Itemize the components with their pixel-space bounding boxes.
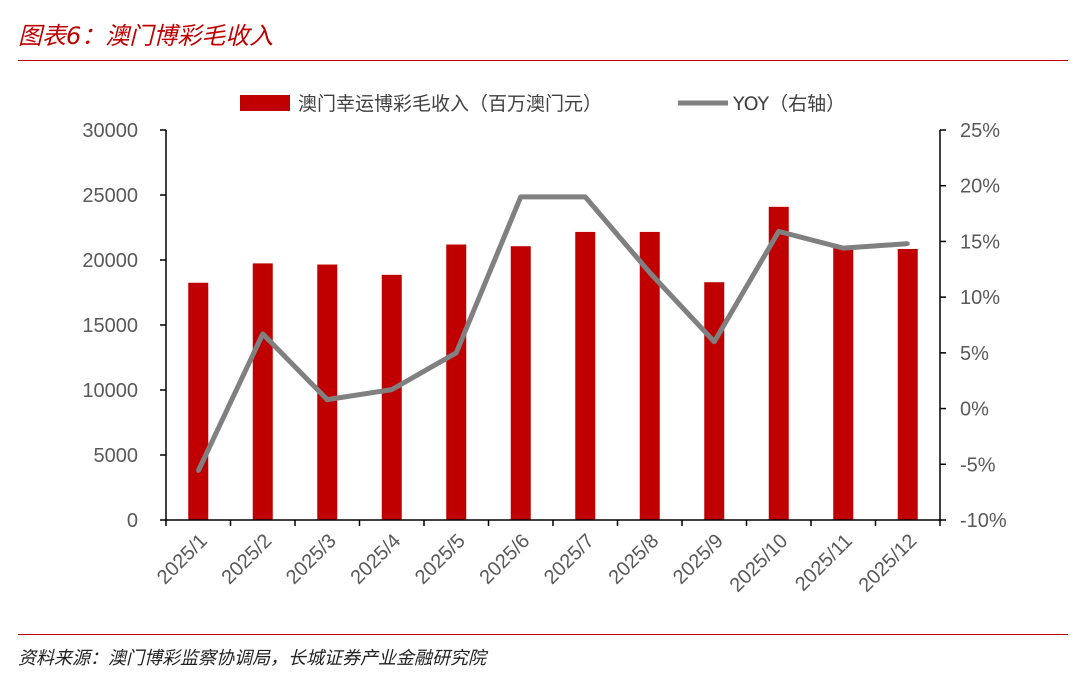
yoy-point bbox=[905, 241, 910, 246]
right-tick-label: 15% bbox=[960, 231, 1000, 253]
yoy-point bbox=[647, 270, 652, 275]
left-axis-ticks: 0 5000 10000 15000 20000 25000 30000 bbox=[82, 120, 166, 532]
x-tick-label: 2025/2 bbox=[217, 530, 276, 589]
bar bbox=[381, 274, 402, 520]
bar bbox=[188, 282, 209, 520]
bar bbox=[317, 264, 338, 520]
x-tick-label: 2025/8 bbox=[604, 530, 663, 589]
x-tick-label: 2025/1 bbox=[153, 530, 212, 589]
x-tick-label: 2025/4 bbox=[346, 530, 405, 589]
right-tick-label: 10% bbox=[960, 287, 1000, 309]
line-series bbox=[195, 194, 910, 473]
x-tick-label: 2025/5 bbox=[411, 530, 470, 589]
bar bbox=[897, 248, 918, 520]
figure-title: 图表6：澳门博彩毛收入 bbox=[18, 22, 274, 50]
x-tick-label: 2025/10 bbox=[726, 530, 793, 597]
yoy-line bbox=[195, 194, 908, 473]
axes bbox=[165, 130, 941, 526]
left-tick-label: 20000 bbox=[82, 250, 138, 272]
x-tick-label: 2025/9 bbox=[669, 530, 728, 589]
bar bbox=[252, 263, 273, 520]
source-note: 资料来源：澳门博彩监察协调局，长城证券产业金融研究院 bbox=[18, 648, 486, 669]
yoy-point bbox=[325, 397, 330, 402]
right-axis-ticks: -10% -5% 0% 5% 10% 15% 20% 25% bbox=[940, 120, 1007, 532]
legend: 澳门幸运博彩毛收入（百万澳门元） YOY（右轴） bbox=[240, 93, 845, 115]
right-tick-label: 25% bbox=[960, 120, 1000, 142]
left-tick-label: 15000 bbox=[82, 315, 138, 337]
right-tick-label: 20% bbox=[960, 176, 1000, 198]
yoy-point bbox=[389, 387, 394, 392]
left-tick-label: 10000 bbox=[82, 380, 138, 402]
yoy-point bbox=[196, 468, 201, 473]
bar bbox=[768, 206, 789, 520]
source-divider bbox=[18, 634, 1068, 635]
yoy-point bbox=[712, 339, 717, 344]
left-tick-label: 30000 bbox=[82, 120, 138, 142]
yoy-point bbox=[776, 229, 781, 234]
title-divider bbox=[18, 60, 1068, 61]
x-tick-label: 2025/11 bbox=[791, 530, 857, 596]
right-tick-label: -5% bbox=[960, 454, 996, 476]
left-tick-label: 0 bbox=[127, 510, 138, 532]
x-tick-label: 2025/6 bbox=[475, 530, 534, 589]
x-tick-label: 2025/3 bbox=[282, 530, 341, 589]
x-tick-label: 2025/7 bbox=[540, 530, 599, 589]
bar-series bbox=[188, 206, 918, 521]
yoy-point bbox=[518, 194, 523, 199]
bar bbox=[575, 231, 596, 521]
bar bbox=[639, 231, 660, 521]
yoy-point bbox=[454, 350, 459, 355]
right-tick-label: 5% bbox=[960, 343, 989, 365]
bar bbox=[833, 245, 854, 520]
yoy-point bbox=[583, 194, 588, 199]
bar bbox=[446, 244, 467, 520]
right-tick-label: 0% bbox=[960, 399, 989, 421]
yoy-point bbox=[260, 331, 265, 336]
bar bbox=[704, 282, 725, 520]
bar bbox=[510, 246, 531, 520]
x-tick-label: 2025/12 bbox=[855, 530, 922, 597]
legend-line-label: YOY（右轴） bbox=[732, 93, 845, 115]
left-tick-label: 5000 bbox=[94, 445, 139, 467]
yoy-point bbox=[841, 246, 846, 251]
legend-bar-label: 澳门幸运博彩毛收入（百万澳门元） bbox=[298, 93, 602, 115]
x-axis-labels: 2025/1 2025/2 2025/3 2025/4 2025/5 2025/6 2025… bbox=[153, 530, 921, 597]
left-tick-label: 25000 bbox=[82, 185, 138, 207]
right-tick-label: -10% bbox=[960, 510, 1007, 532]
legend-bar-swatch bbox=[240, 95, 290, 111]
